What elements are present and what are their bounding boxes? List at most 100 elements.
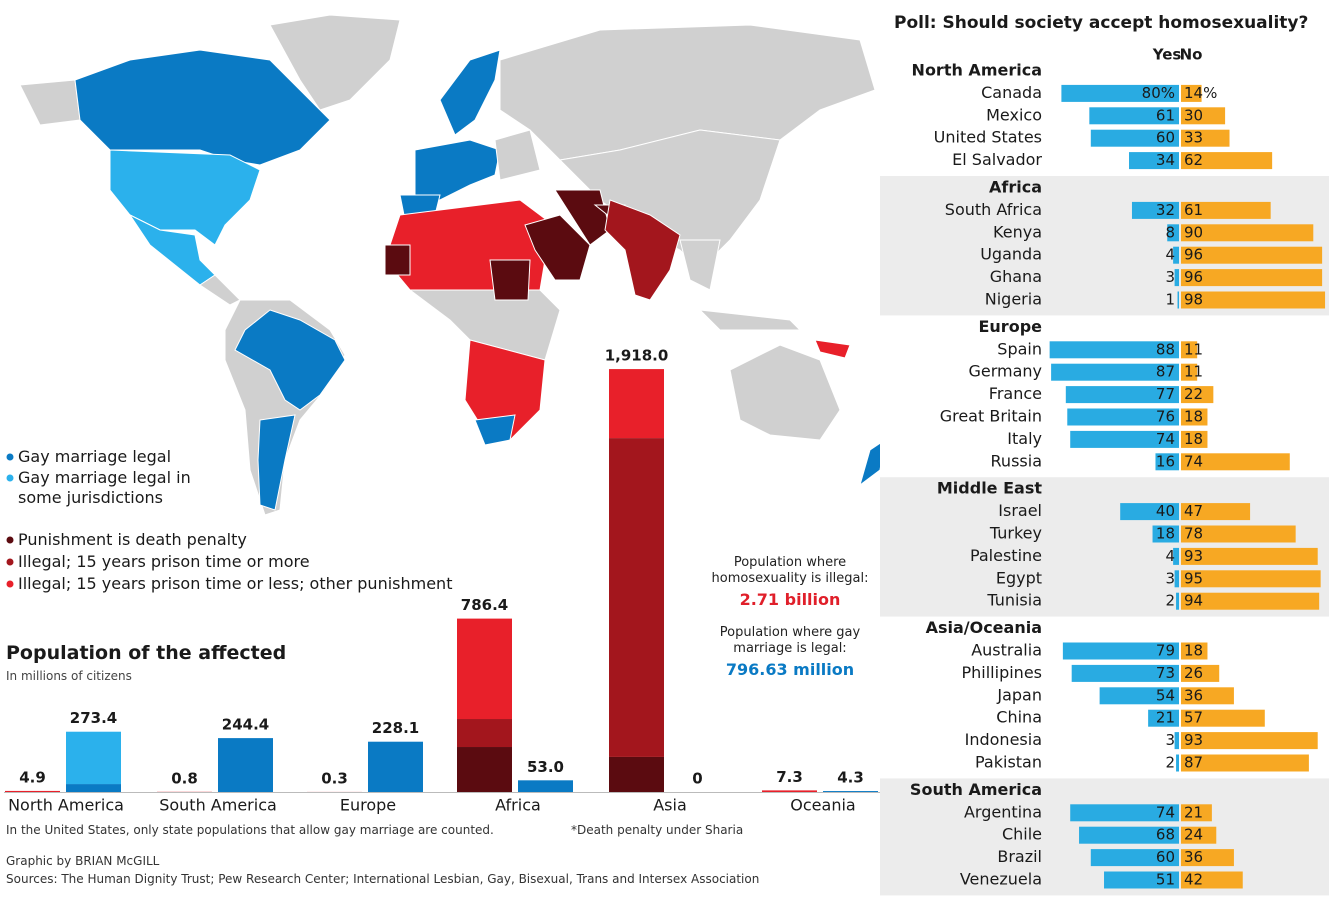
yes-bar xyxy=(1176,592,1179,610)
yes-bar xyxy=(1099,687,1179,705)
bar-segment xyxy=(457,618,512,720)
yes-bar xyxy=(1070,804,1179,822)
value-label: 74 xyxy=(1156,803,1175,821)
no-bar xyxy=(1181,129,1230,147)
bar-segment xyxy=(368,741,423,792)
value-label: 42 xyxy=(1184,871,1203,889)
category-label: United States xyxy=(934,128,1042,147)
no-bar xyxy=(1181,453,1290,471)
legend-label: Punishment is death penalty xyxy=(18,530,247,549)
category-label: Brazil xyxy=(997,847,1042,866)
value-label: 68 xyxy=(1156,826,1175,844)
category-label: Chile xyxy=(1002,825,1042,844)
value-label: 2 xyxy=(1165,754,1175,772)
value-label: 2 xyxy=(1165,592,1175,610)
annotation: Population where homosexuality is illega… xyxy=(711,555,869,586)
yes-bar xyxy=(1049,341,1179,359)
value-label: 98 xyxy=(1184,291,1203,309)
yes-bar xyxy=(1174,269,1179,287)
category-label: Tunisia xyxy=(986,591,1042,610)
group-label: South America xyxy=(910,780,1042,799)
legend-swatch xyxy=(6,536,14,544)
group-label: Africa xyxy=(989,178,1042,197)
value-label: 78 xyxy=(1184,525,1203,543)
value-label: 4 xyxy=(1165,246,1175,264)
bar-segment xyxy=(457,719,512,748)
x-tick-label: Oceania xyxy=(790,796,855,815)
value-label: 33 xyxy=(1184,129,1203,147)
x-tick-label: Asia xyxy=(653,796,687,815)
value-label: 18 xyxy=(1156,525,1175,543)
x-tick-label: South America xyxy=(159,796,277,815)
world-map xyxy=(19,14,880,516)
bar-segment xyxy=(823,791,878,792)
value-label: 40 xyxy=(1156,502,1175,520)
no-bar xyxy=(1181,246,1323,264)
no-bar xyxy=(1181,826,1217,844)
value-label: 61 xyxy=(1156,106,1175,124)
value-label: 61 xyxy=(1184,201,1203,219)
category-label: Israel xyxy=(998,501,1042,520)
category-label: Indonesia xyxy=(965,730,1042,749)
credit: Sources: The Human Dignity Trust; Pew Re… xyxy=(6,872,760,886)
value-label: 30 xyxy=(1184,106,1203,124)
category-label: China xyxy=(996,708,1042,727)
total-label: 0.3 xyxy=(321,769,348,787)
yes-bar xyxy=(1071,664,1179,682)
yes-bar xyxy=(1177,291,1179,309)
legend-label: Illegal; 15 years prison time or less; o… xyxy=(18,574,453,593)
value-label: 18 xyxy=(1184,408,1203,426)
value-label: 4 xyxy=(1165,547,1175,565)
no-bar xyxy=(1181,709,1265,727)
group-label: Middle East xyxy=(937,479,1042,498)
yes-bar xyxy=(1174,732,1179,750)
value-label: 18 xyxy=(1184,642,1203,660)
value-label: 8 xyxy=(1165,223,1175,241)
no-bar xyxy=(1181,664,1220,682)
category-label: Pakistan xyxy=(975,753,1042,772)
category-label: Argentina xyxy=(964,802,1042,821)
bar-title: Population of the affected xyxy=(6,642,287,664)
value-label: 24 xyxy=(1184,826,1203,844)
category-label: Australia xyxy=(971,641,1042,660)
category-label: El Salvador xyxy=(952,150,1042,169)
poll-title: Poll: Should society accept homosexualit… xyxy=(894,13,1309,33)
value-label: 96 xyxy=(1184,246,1203,264)
group-label: North America xyxy=(912,61,1042,80)
yes-bar xyxy=(1173,547,1179,565)
category-label: Uganda xyxy=(980,245,1042,264)
legend-swatch xyxy=(6,474,14,482)
value-label: 88 xyxy=(1156,340,1175,358)
category-label: Palestine xyxy=(970,546,1042,565)
no-bar xyxy=(1181,849,1234,867)
legend-label: Illegal; 15 years prison time or more xyxy=(18,552,310,571)
yes-bar xyxy=(1167,224,1179,242)
total-label: 244.4 xyxy=(222,716,269,734)
total-label: 0 xyxy=(692,770,702,788)
category-label: Mexico xyxy=(986,105,1042,124)
yes-bar xyxy=(1061,84,1179,102)
no-bar xyxy=(1181,871,1243,889)
note: In the United States, only state populat… xyxy=(6,823,494,837)
value-label: 22 xyxy=(1184,385,1203,403)
value-label: 34 xyxy=(1156,151,1175,169)
value-label: 73 xyxy=(1156,664,1175,682)
value-label: 74 xyxy=(1156,430,1175,448)
x-tick-label: North America xyxy=(8,796,124,815)
no-bar xyxy=(1181,547,1318,565)
no-bar xyxy=(1181,224,1314,242)
category-label: Kenya xyxy=(993,222,1042,241)
value-label: 76 xyxy=(1156,408,1175,426)
total-label: 228.1 xyxy=(372,719,419,737)
yes-bar xyxy=(1067,408,1179,426)
no-bar xyxy=(1181,525,1296,543)
no-bar xyxy=(1181,408,1208,426)
value-label: 11 xyxy=(1184,340,1203,358)
value-label: 87 xyxy=(1156,363,1175,381)
no-bar xyxy=(1181,592,1320,610)
bar-segment xyxy=(218,738,273,792)
value-label: 21 xyxy=(1156,709,1175,727)
value-label: 3 xyxy=(1165,731,1175,749)
